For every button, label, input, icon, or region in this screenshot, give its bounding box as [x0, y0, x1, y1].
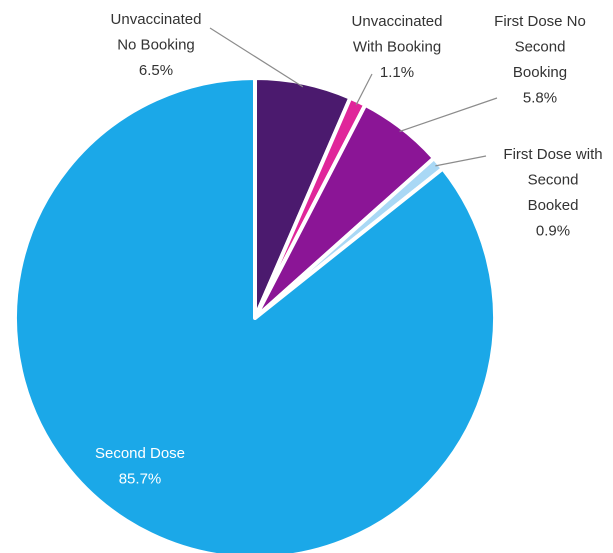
slice-labels: Unvaccinated No Booking 6.5% Unvaccinated Wi…: [95, 11, 603, 488]
slice-name-line-2: First Dose No: [494, 13, 586, 30]
slice-name-line-1: Unvaccinated: [352, 13, 443, 30]
pie-slice-4: [13, 76, 497, 553]
slice-name-line-3: First Dose with: [503, 146, 602, 163]
slice-value-2: 5.8%: [523, 90, 557, 107]
slice-label-2: First Dose No Second Booking 5.8%: [494, 13, 586, 107]
slice-name-line-3: Second: [528, 172, 579, 189]
slice-label-3: First Dose with Second Booked 0.9%: [503, 146, 602, 240]
slice-name-line-2: Second: [515, 39, 566, 56]
slice-name-line-3: Booked: [528, 197, 579, 214]
leader-line-1: [355, 73, 373, 106]
slice-name-line-1: With Booking: [353, 39, 441, 56]
slice-name-line-2: Booking: [513, 64, 567, 81]
slice-value-1: 1.1%: [380, 64, 414, 81]
leader-line-0: [209, 27, 304, 88]
slice-value-0: 6.5%: [139, 62, 173, 79]
slice-name-line-0: No Booking: [117, 37, 195, 54]
leader-lines: [209, 27, 498, 167]
slice-label-4: Second Dose 85.7%: [95, 445, 185, 488]
slice-value-3: 0.9%: [536, 223, 570, 240]
slice-name-line-0: Unvaccinated: [111, 11, 202, 28]
leader-line-3: [435, 155, 487, 167]
slice-label-0: Unvaccinated No Booking 6.5%: [111, 11, 202, 79]
pie-slices: [13, 76, 497, 553]
slice-value-4: 85.7%: [119, 471, 162, 488]
leader-line-2: [399, 97, 498, 133]
slice-name-line-4: Second Dose: [95, 445, 185, 462]
slice-label-1: Unvaccinated With Booking 1.1%: [352, 13, 443, 81]
